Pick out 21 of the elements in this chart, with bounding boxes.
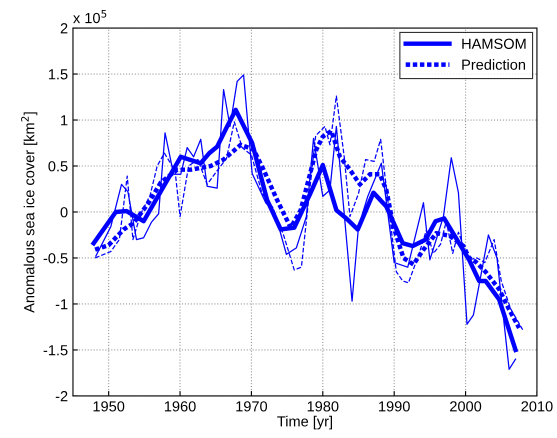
y-tick-label: -1 bbox=[56, 299, 68, 310]
x-tick-label: 1960 bbox=[164, 401, 196, 412]
y-tick-label: -1.5 bbox=[44, 345, 68, 356]
x-tick-label: 1980 bbox=[308, 401, 338, 412]
text: x 10$^{5}$ bbox=[73, 10, 106, 24]
y-tick-label: 2 bbox=[60, 23, 68, 34]
y-axis-title: Anomalous sea ice cover [km$^{2}$] bbox=[21, 112, 38, 313]
y-tick-label: -0.5 bbox=[44, 253, 68, 264]
x-axis-title: Time [yr] bbox=[277, 416, 332, 430]
legend-label: Prediction bbox=[462, 59, 526, 70]
y-tick-label: 1 bbox=[61, 115, 68, 126]
x-tick-label: 2010 bbox=[521, 401, 553, 412]
legend-label: HAMSOM bbox=[462, 38, 526, 49]
y-tick-label: 0.5 bbox=[48, 161, 68, 172]
x-tick-label: 1950 bbox=[94, 401, 124, 412]
y-tick-label: 0 bbox=[60, 207, 68, 218]
y-tick-label: -2 bbox=[56, 391, 68, 402]
x-tick-label: 1990 bbox=[379, 401, 410, 412]
y-tick-label: 1.5 bbox=[48, 69, 68, 80]
x-tick-label: 2000 bbox=[450, 401, 482, 412]
x-tick-label: 1970 bbox=[236, 401, 268, 412]
